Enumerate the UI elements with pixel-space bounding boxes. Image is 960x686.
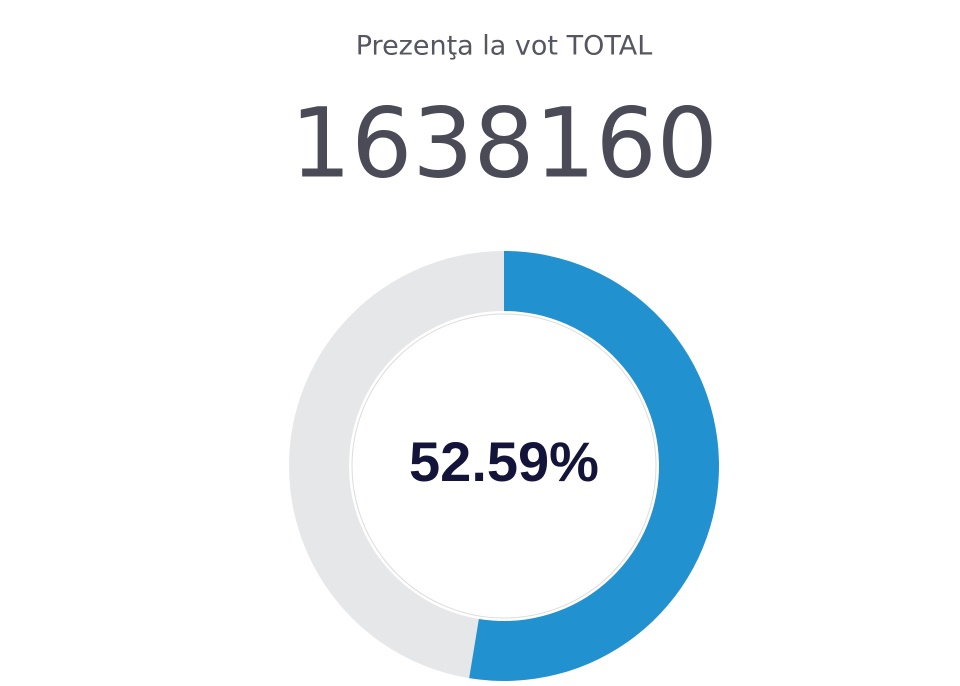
chart-title: Prezenţa la vot TOTAL: [356, 31, 653, 62]
progress-arc: [469, 251, 719, 681]
percent-label: 52.59%: [409, 430, 599, 493]
inner-border: [351, 313, 657, 619]
total-value: 1638160: [290, 87, 718, 199]
